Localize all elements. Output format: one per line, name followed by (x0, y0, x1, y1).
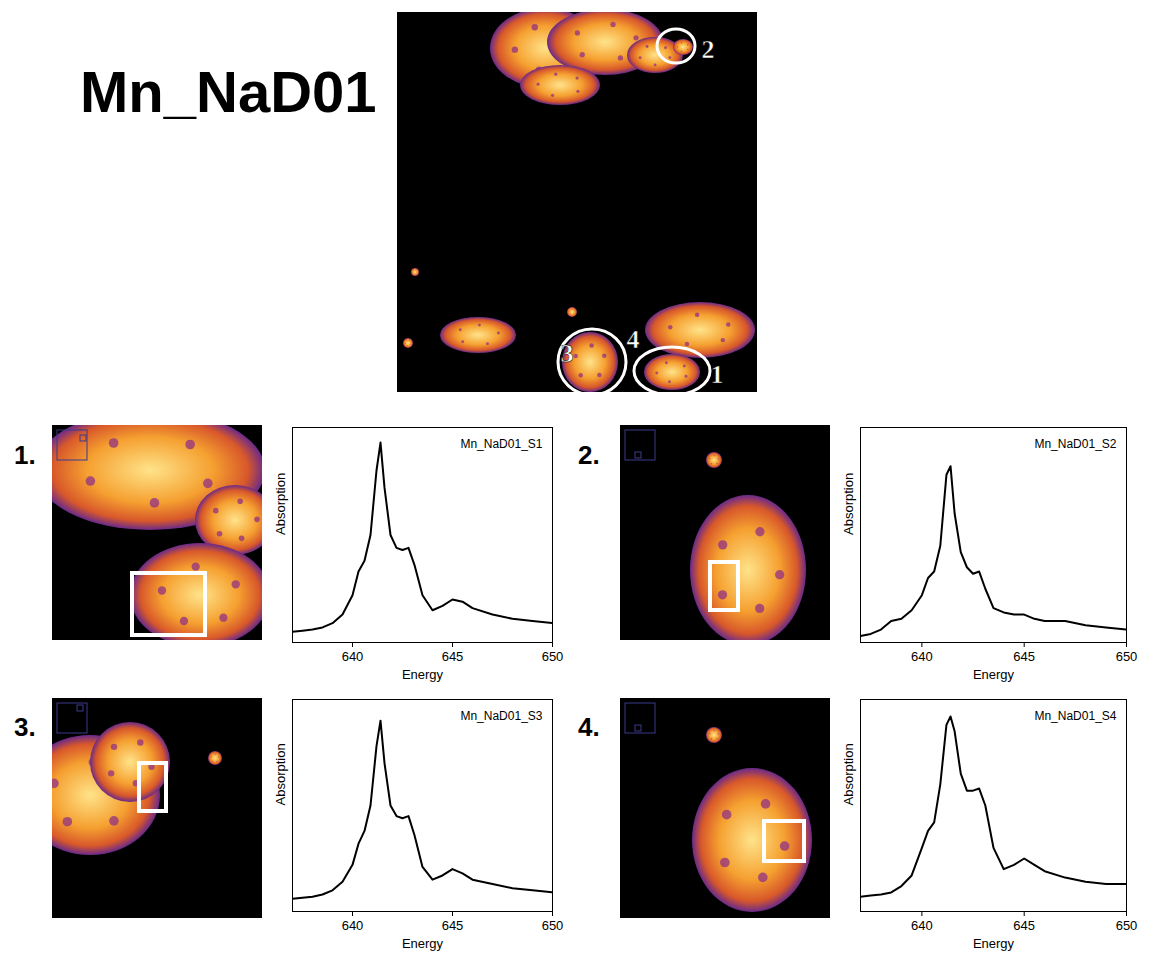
svg-text:Absorption: Absorption (841, 473, 856, 535)
svg-text:Energy: Energy (402, 936, 444, 951)
svg-text:1: 1 (711, 360, 724, 389)
svg-text:645: 645 (442, 649, 464, 664)
svg-text:Energy: Energy (973, 667, 1015, 682)
svg-text:1.: 1. (14, 440, 36, 470)
svg-text:Mn_NaD01: Mn_NaD01 (80, 59, 377, 124)
svg-text:640: 640 (342, 649, 364, 664)
svg-text:645: 645 (1013, 649, 1035, 664)
svg-text:Energy: Energy (402, 667, 444, 682)
svg-text:Energy: Energy (973, 936, 1015, 951)
svg-text:640: 640 (342, 918, 364, 933)
svg-text:Mn_NaD01_S4: Mn_NaD01_S4 (1034, 709, 1116, 723)
svg-text:Absorption: Absorption (841, 743, 856, 805)
svg-text:3.: 3. (14, 712, 36, 742)
svg-text:2: 2 (702, 35, 715, 64)
svg-text:4: 4 (627, 325, 640, 354)
svg-text:3: 3 (561, 339, 574, 368)
svg-text:640: 640 (911, 649, 933, 664)
svg-text:645: 645 (1013, 918, 1035, 933)
svg-text:650: 650 (542, 918, 564, 933)
svg-text:Absorption: Absorption (273, 743, 288, 805)
svg-text:640: 640 (911, 918, 933, 933)
svg-text:Absorption: Absorption (273, 473, 288, 535)
svg-text:Mn_NaD01_S3: Mn_NaD01_S3 (460, 709, 542, 723)
svg-text:650: 650 (1116, 649, 1138, 664)
svg-text:645: 645 (442, 918, 464, 933)
svg-text:Mn_NaD01_S1: Mn_NaD01_S1 (460, 437, 542, 451)
svg-text:2.: 2. (578, 440, 600, 470)
svg-text:Mn_NaD01_S2: Mn_NaD01_S2 (1034, 437, 1116, 451)
svg-text:4.: 4. (578, 712, 600, 742)
svg-text:650: 650 (1116, 918, 1138, 933)
svg-text:650: 650 (542, 649, 564, 664)
